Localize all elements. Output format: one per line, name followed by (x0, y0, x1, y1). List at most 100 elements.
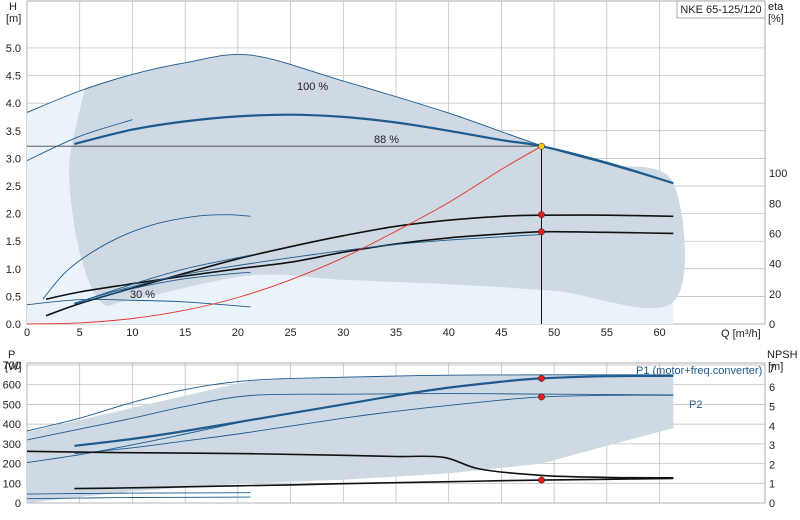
y-tick-label: 700 (3, 360, 21, 372)
curve-1 (74, 394, 674, 455)
curve-6 (74, 254, 251, 305)
curve-8 (74, 234, 542, 304)
y2-tick-label: 4 (769, 421, 775, 433)
x-tick-label: 45 (495, 327, 507, 339)
y2-tick-label: 80 (769, 198, 781, 210)
y-tick-label: 600 (3, 380, 21, 392)
x-tick-label: 55 (601, 327, 613, 339)
npsh-axis-symbol: NPSH (767, 349, 798, 361)
x-tick-label: 35 (390, 327, 402, 339)
envelope-outer-area (27, 374, 674, 503)
y-tick-label: 3.5 (6, 126, 21, 138)
power-envelope (27, 374, 674, 503)
y2-tick-label: 0 (769, 498, 775, 510)
head-axis-symbol: H (9, 1, 17, 13)
y-tick-label: 2.5 (6, 181, 21, 193)
npsh-axis-unit: [m] (768, 361, 783, 373)
y2-tick-label: 7 (769, 363, 775, 375)
y-tick-label: 0.0 (6, 319, 21, 331)
y-tick-label: 100 (3, 478, 21, 490)
y-tick-label: 3.0 (6, 153, 21, 165)
y2-tick-label: 60 (769, 228, 781, 240)
y-tick-label: 4.0 (6, 98, 21, 110)
curve-7 (42, 214, 251, 300)
y-tick-label: 0 (15, 498, 21, 510)
x-tick-label: 20 (232, 327, 244, 339)
operating-point (538, 374, 545, 382)
y2-tick-label: 0 (769, 319, 775, 331)
curve-5 (26, 492, 251, 495)
head-tick-labels: 0 5 10 15 20 25 30 35 40 45 50 55 60 0.0 0.5 1.0 1.5 2.0 2… (6, 43, 788, 339)
power-tick-labels: 0 100 200 300 400 500 600 700 0 1 2 3 4 5 6 7 (3, 360, 775, 510)
y-tick-label: 0.5 (6, 291, 21, 303)
y-tick-label: 200 (3, 459, 21, 471)
y-tick-label: 400 (3, 419, 21, 431)
x-tick-label: 15 (179, 327, 191, 339)
y-tick-label: 300 (3, 439, 21, 451)
series-label-p1: P1 (motor+freq.converter) (636, 365, 762, 377)
operating-point (538, 211, 545, 219)
x-tick-label: 50 (548, 327, 560, 339)
chart-title: NKE 65-125/120 (680, 4, 761, 16)
curve-1 (74, 113, 674, 185)
power-axis-unit: [W] (5, 361, 22, 373)
series-label-p2: P2 (689, 399, 702, 411)
curve-6 (26, 496, 251, 500)
curve-2 (26, 374, 674, 432)
head-operating-points (538, 142, 545, 236)
curve-8 (26, 450, 674, 479)
y2-tick-label: 40 (769, 259, 781, 271)
y-tick-label: 500 (3, 399, 21, 411)
head-curves (26, 54, 674, 325)
y-tick-label: 2.0 (6, 209, 21, 221)
power-panel: 0 100 200 300 400 500 600 700 0 1 2 3 4 5 6 7 P [W] NPS… (3, 349, 798, 510)
curve-10 (26, 145, 542, 325)
operating-point (538, 393, 545, 401)
y-tick-label: 1.0 (6, 264, 21, 276)
curve-9 (74, 272, 251, 305)
y-tick-label: 5.0 (6, 43, 21, 55)
envelope-region-area (68, 54, 686, 309)
head-envelope (27, 54, 686, 324)
x-tick-label: 30 (337, 327, 349, 339)
operating-point (538, 476, 545, 484)
curve-5 (45, 214, 674, 317)
head-panel: 0 5 10 15 20 25 30 35 40 45 50 55 60 0.0 0.5 1.0 1.5 2.0 2… (6, 0, 788, 340)
speed-label-88: 88 % (374, 134, 399, 146)
x-tick-label: 60 (653, 327, 665, 339)
eta-axis-symbol: eta (768, 1, 784, 13)
x-tick-label: 10 (126, 327, 138, 339)
y-tick-label: 4.5 (6, 71, 21, 83)
power-operating-points (538, 374, 545, 484)
y2-tick-label: 3 (769, 440, 775, 452)
head-axis-unit: [m] (6, 13, 21, 25)
power-axis-symbol: P (8, 349, 15, 361)
title-box (676, 0, 766, 19)
y2-tick-label: 5 (769, 401, 775, 413)
speed-label-100: 100 % (297, 81, 328, 93)
y2-tick-label: 100 (769, 168, 787, 180)
x-tick-label: 0 (24, 327, 30, 339)
curve-2 (26, 119, 133, 162)
y2-tick-label: 1 (769, 479, 775, 491)
operating-point (538, 228, 545, 236)
x-tick-label: 40 (443, 327, 455, 339)
y-tick-label: 1.5 (6, 236, 21, 248)
eta-axis-unit: [%] (768, 13, 784, 25)
curve-0 (74, 374, 674, 447)
operating-point (538, 142, 545, 150)
speed-label-30: 30 % (130, 289, 155, 301)
y2-tick-label: 6 (769, 382, 775, 394)
curve-0 (26, 54, 674, 184)
curve-4 (26, 419, 251, 464)
x-tick-label: 5 (77, 327, 83, 339)
y2-tick-label: 2 (769, 459, 775, 471)
power-curves (26, 374, 674, 500)
curve-7 (74, 477, 674, 490)
x-tick-label: 25 (284, 327, 296, 339)
curve-4 (45, 230, 674, 300)
curve-3 (26, 298, 251, 308)
flow-axis-label: Q [m³/h] (721, 328, 761, 340)
y2-tick-label: 20 (769, 289, 781, 301)
